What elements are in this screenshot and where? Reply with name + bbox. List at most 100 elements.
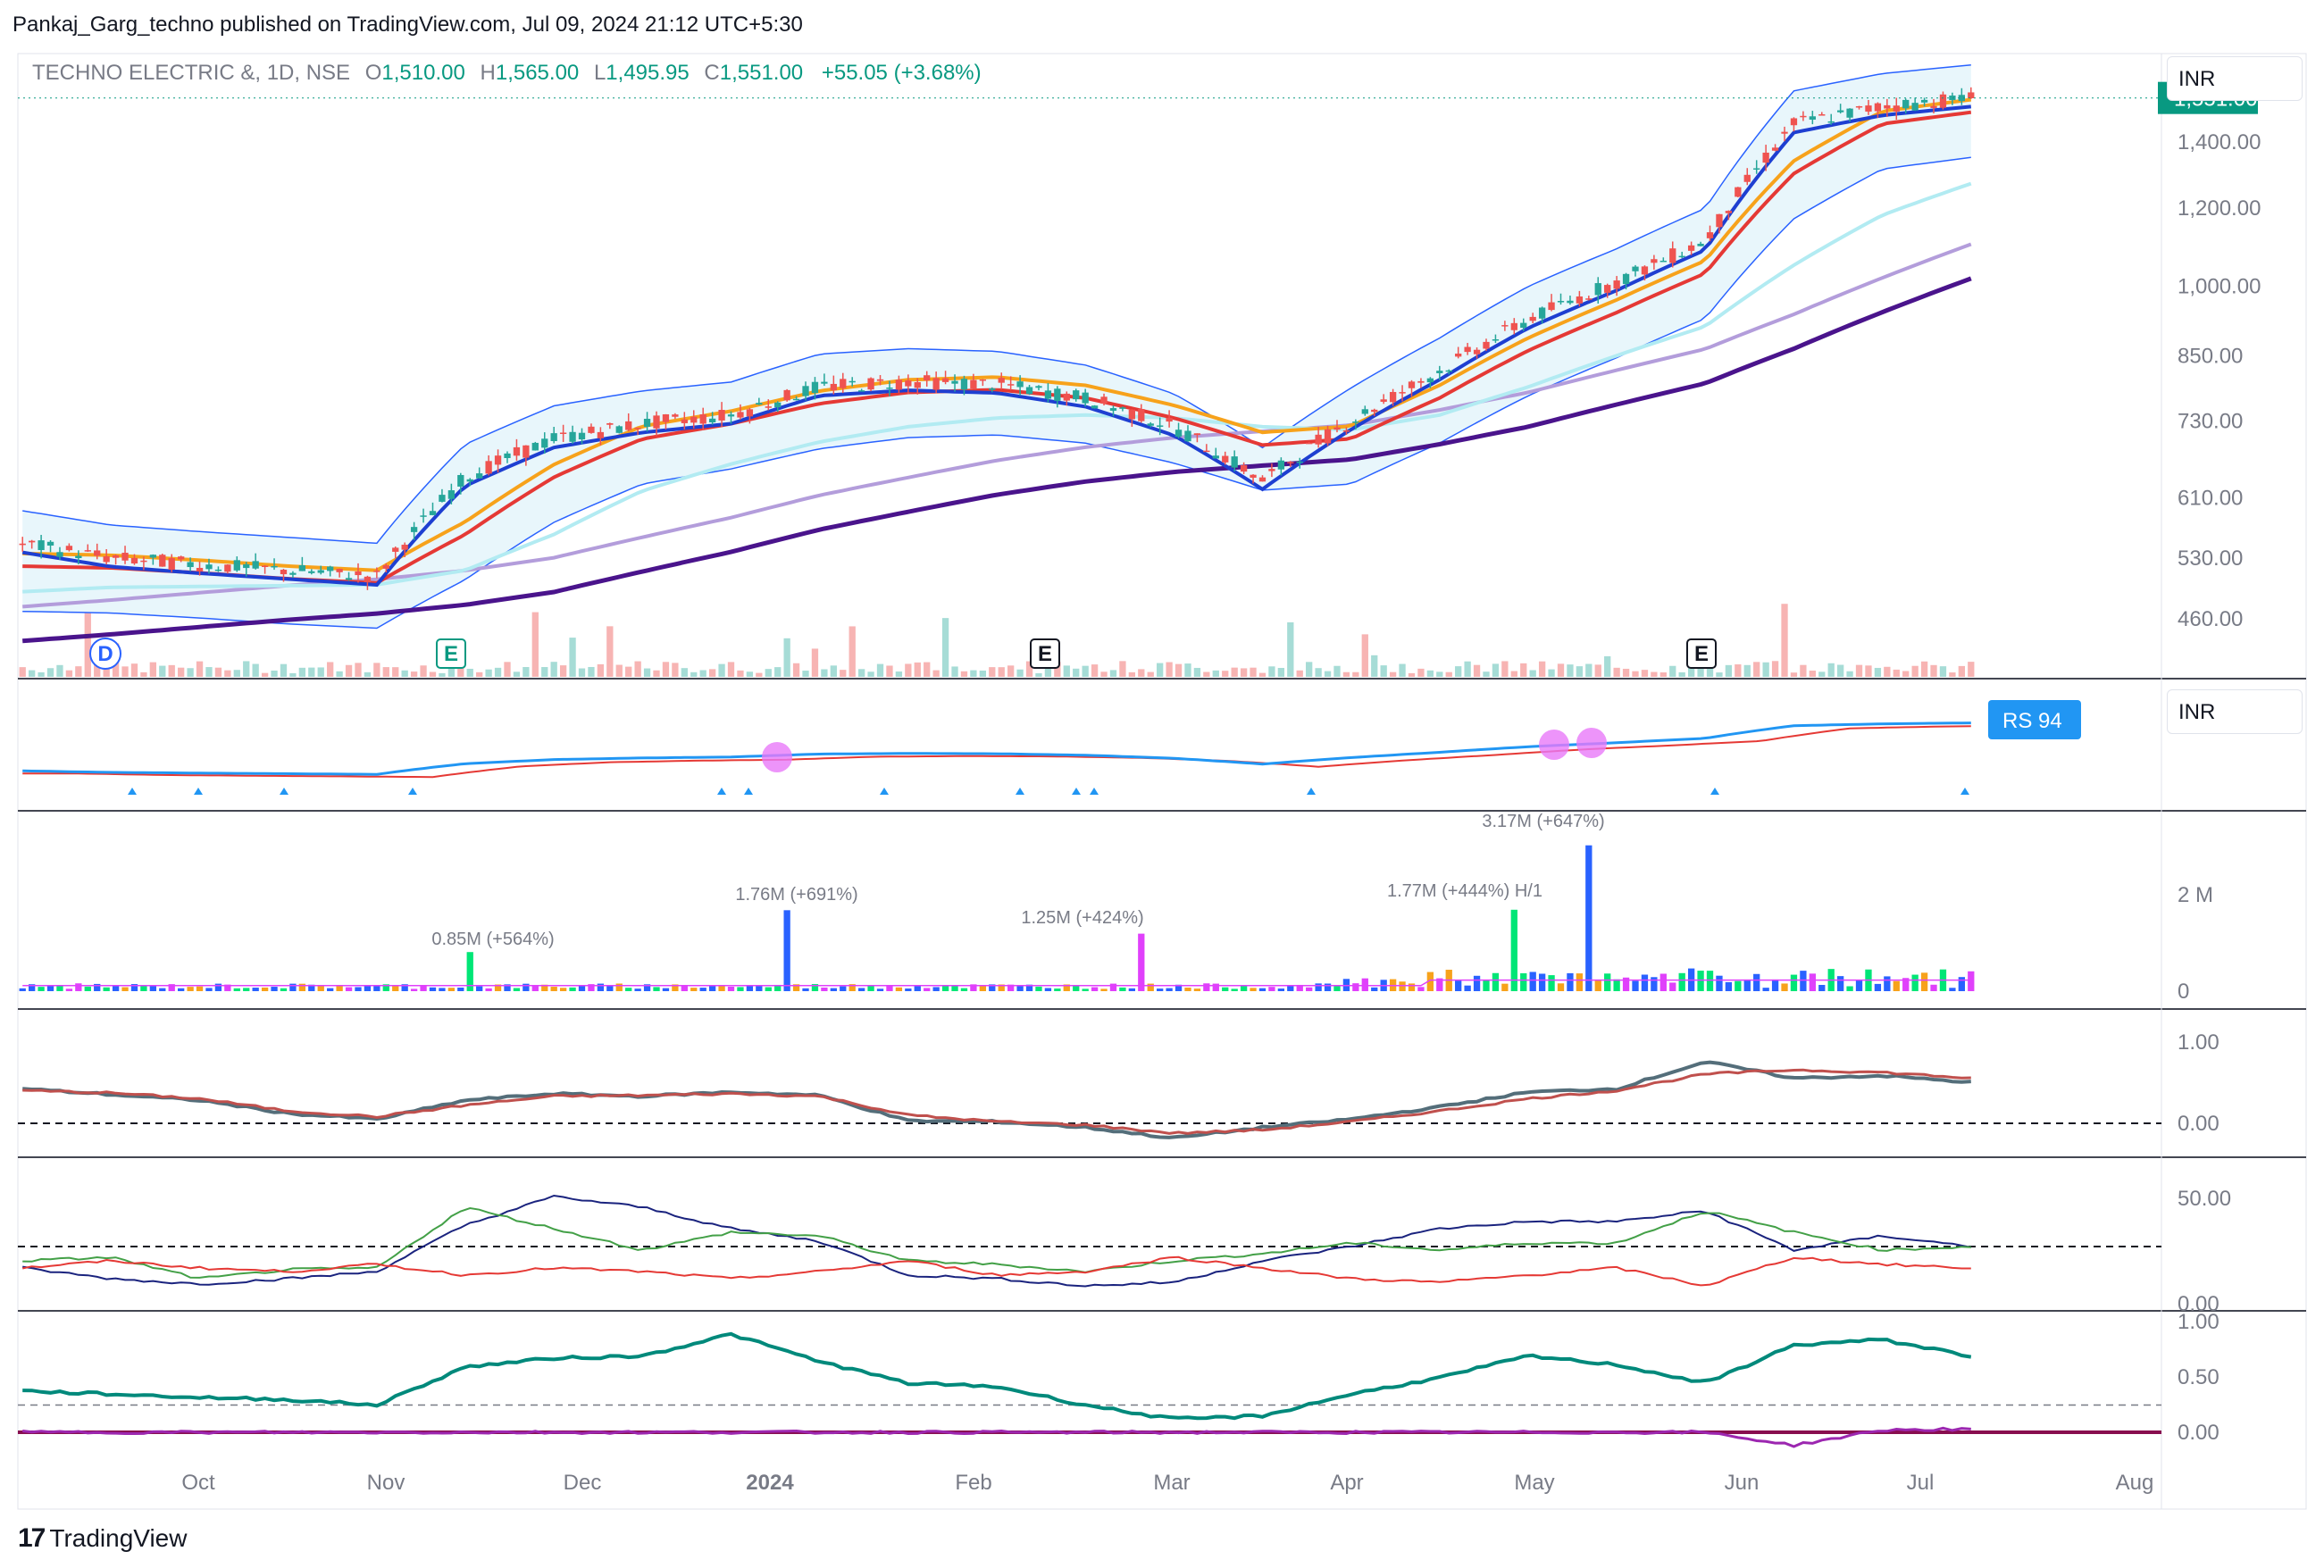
volume-bar <box>196 661 204 677</box>
candle-body <box>1007 384 1015 386</box>
volume-bar <box>1743 664 1751 677</box>
volume-bar <box>214 667 222 677</box>
volume-bar <box>1473 664 1481 677</box>
volume-bar <box>792 984 800 991</box>
volume-bar <box>802 671 809 677</box>
volume-bar <box>1548 975 1555 991</box>
volume-bar <box>1567 664 1574 677</box>
volume-bar <box>960 671 968 677</box>
symbol-name[interactable]: TECHNO ELECTRIC &, 1D, NSE <box>32 61 351 85</box>
volume-bar <box>1893 980 1900 991</box>
rs-signal-triangle <box>128 788 137 795</box>
volume-bar <box>550 662 557 677</box>
volume-bar <box>84 612 91 677</box>
earnings-marker <box>1030 638 1060 669</box>
event-marker-label: E <box>444 642 458 666</box>
volume-bar <box>130 663 138 677</box>
volume-bar <box>94 983 101 991</box>
volume-bar <box>811 648 819 677</box>
volume-bar <box>103 666 110 677</box>
currency-selector-main[interactable]: INR <box>2167 56 2303 101</box>
candle-body <box>941 378 949 382</box>
candle-body <box>1091 405 1099 409</box>
volume-bar <box>876 663 884 677</box>
rs-signal-triangle <box>408 788 417 795</box>
volume-bar <box>1483 671 1490 677</box>
candle-body <box>1184 430 1191 442</box>
volume-bar <box>606 985 614 991</box>
volume-bar <box>46 668 54 677</box>
candle-body <box>75 555 82 559</box>
volume-bar <box>886 986 893 991</box>
volume-bar <box>597 663 605 677</box>
volume-bar <box>588 666 595 677</box>
candle-body <box>1930 105 1937 108</box>
volume-bar <box>1678 671 1685 677</box>
tradingview-footer[interactable]: 17 TradingView <box>18 1523 187 1554</box>
volume-bar <box>1417 668 1425 677</box>
volume-bar <box>1930 984 1937 991</box>
volume-bar <box>1548 669 1555 677</box>
volume-bar <box>1781 604 1788 677</box>
close-label: C <box>704 61 720 85</box>
event-marker-label: E <box>1038 642 1052 666</box>
candle-body <box>1464 346 1471 353</box>
volume-bar <box>774 984 782 991</box>
candle-body <box>1659 260 1667 263</box>
volume-bar <box>1380 665 1387 677</box>
candle-body <box>1408 381 1416 388</box>
volume-bar <box>1613 667 1620 677</box>
candle-body <box>1622 273 1630 285</box>
volume-bar <box>1483 980 1490 991</box>
candle-body <box>1258 477 1266 482</box>
candle-body <box>1576 296 1584 304</box>
volume-bar <box>1258 672 1266 677</box>
candle-body <box>1538 307 1546 319</box>
volume-bar <box>737 670 744 677</box>
rs-signal-triangle <box>1960 788 1969 795</box>
candle-body <box>690 416 698 423</box>
candle-body <box>94 550 101 556</box>
momentum-tick-label: 0.00 <box>2178 1421 2220 1445</box>
candle-body <box>447 490 456 499</box>
candle-body <box>1073 390 1080 400</box>
volume-bar <box>1958 977 1965 991</box>
volume-bar <box>1790 974 1798 991</box>
volume-bar <box>1082 665 1089 677</box>
candle-body <box>401 545 408 550</box>
volume-bar <box>1250 988 1257 991</box>
volume-bar <box>439 988 446 991</box>
volume-bar <box>1128 988 1136 991</box>
volume-bar <box>1818 671 1826 677</box>
volume-bar <box>1818 985 1826 991</box>
candle-body <box>1846 108 1853 118</box>
volume-bar <box>653 670 660 677</box>
volume-bar <box>1538 661 1546 677</box>
volume-bar <box>1651 977 1658 991</box>
candle-body <box>1567 300 1574 304</box>
volume-bar <box>1417 987 1425 991</box>
candle-body <box>876 379 884 381</box>
volume-bar <box>1436 978 1443 991</box>
candle-body <box>1426 378 1434 383</box>
volume-bar <box>1762 988 1769 991</box>
volume-bar <box>373 663 380 677</box>
volume-bar <box>1920 972 1928 991</box>
volume-bar <box>1697 665 1704 677</box>
candle-body <box>56 552 63 557</box>
volume-bar <box>345 987 353 991</box>
candle-body <box>1100 396 1108 405</box>
volume-bar <box>531 985 539 991</box>
candle-body <box>1109 408 1117 411</box>
candle-body <box>1604 285 1611 293</box>
currency-selector-rs[interactable]: INR <box>2167 689 2303 734</box>
volume-bar <box>1836 664 1844 677</box>
candle-body <box>159 555 166 567</box>
candle-body <box>1044 390 1052 399</box>
volume-bar <box>466 952 473 991</box>
volume-spike-label: 0.85M (+564%) <box>431 930 554 949</box>
ema-slow-line <box>22 110 1972 585</box>
volume-bar <box>84 986 91 991</box>
volume-bar <box>541 667 548 677</box>
